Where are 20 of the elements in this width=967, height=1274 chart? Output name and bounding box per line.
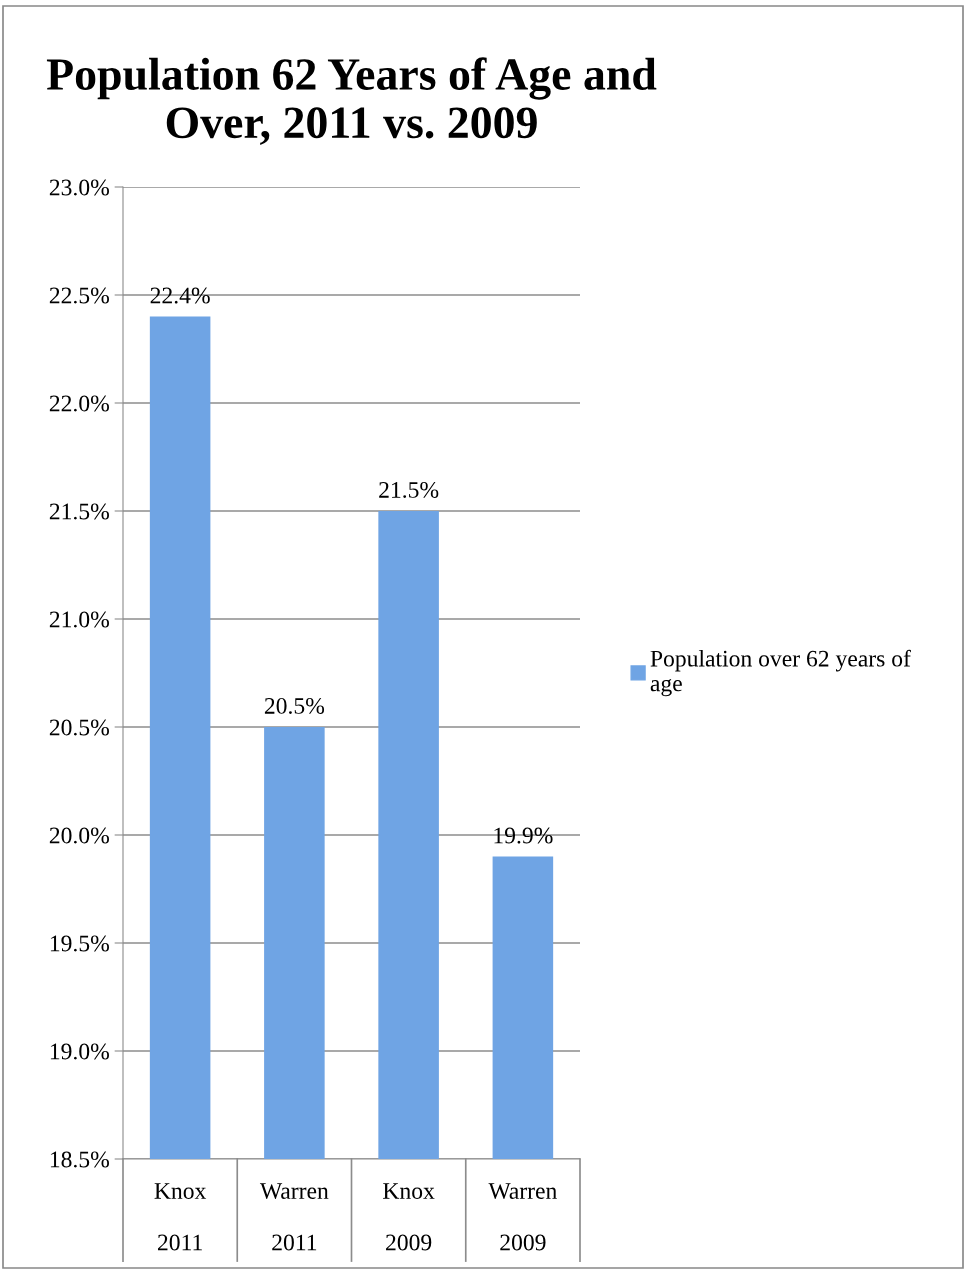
category-label: Knox 2009 <box>383 1183 435 1251</box>
y-tick-label: 23.0% <box>49 179 109 196</box>
y-tick-label: 22.5% <box>49 287 109 304</box>
legend-label: Population over 62 years of age <box>650 649 911 697</box>
data-label: 21.5% <box>379 481 439 498</box>
category-label: Warren 2009 <box>488 1183 557 1251</box>
category-label: Knox 2011 <box>154 1183 207 1251</box>
y-tick-label: 19.5% <box>50 935 109 952</box>
data-label: 20.5% <box>264 697 325 714</box>
category-label: Warren 2011 <box>259 1183 329 1251</box>
y-tick-label: 20.5% <box>49 719 109 736</box>
y-tick-label: 19.0% <box>50 1043 109 1060</box>
y-tick-label: 18.5% <box>50 1151 109 1168</box>
y-tick-label: 21.0% <box>49 611 109 628</box>
y-tick-label: 20.0% <box>49 827 109 844</box>
chart-title: Population 62 Years of Age and Over, 2011 vs. 2009 <box>46 57 657 145</box>
y-tick-label: 22.0% <box>49 395 109 412</box>
data-label: 22.4% <box>150 287 210 304</box>
data-label: 19.9% <box>494 827 553 844</box>
y-tick-label: 21.5% <box>49 503 109 520</box>
